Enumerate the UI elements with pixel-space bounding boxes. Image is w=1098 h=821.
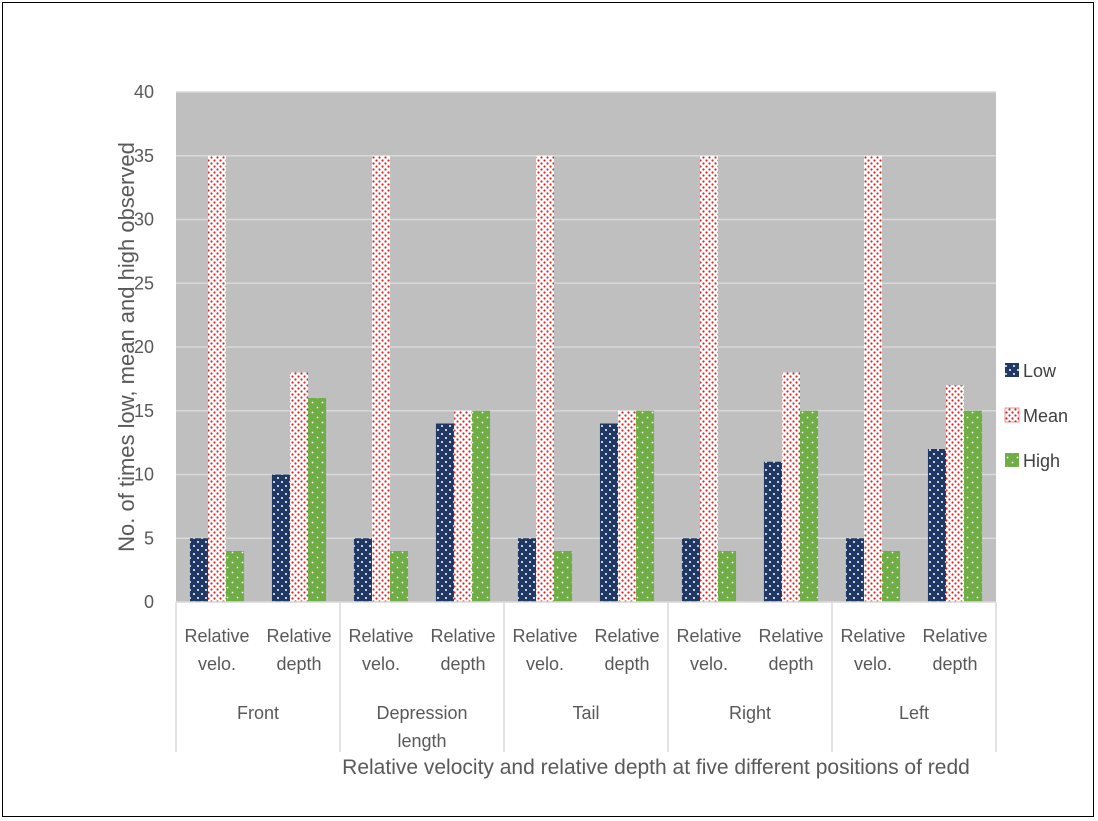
bar-high bbox=[636, 410, 655, 602]
bar-mean bbox=[207, 155, 227, 602]
bar-high bbox=[964, 410, 983, 602]
x-group-label: Tail bbox=[572, 703, 599, 723]
x-group-label: Left bbox=[899, 703, 929, 723]
x-group-label: Right bbox=[729, 703, 771, 723]
bar-low bbox=[353, 538, 372, 602]
x-sub-category-label: depth bbox=[440, 654, 485, 674]
bar-low bbox=[845, 538, 864, 602]
bar-low bbox=[763, 461, 782, 602]
y-tick-label: 15 bbox=[134, 401, 154, 421]
bar-mean bbox=[945, 385, 965, 602]
y-tick-label: 30 bbox=[134, 210, 154, 230]
bar-mean bbox=[863, 155, 883, 602]
bar-high bbox=[882, 551, 901, 602]
bar-low bbox=[271, 474, 290, 602]
x-sub-category-label: velo. bbox=[526, 654, 564, 674]
legend-swatch-low bbox=[1005, 363, 1019, 377]
bar-mean bbox=[535, 155, 555, 602]
x-sub-category-label: velo. bbox=[690, 654, 728, 674]
bar-mean bbox=[617, 410, 637, 602]
y-tick-label: 10 bbox=[134, 465, 154, 485]
bar-low bbox=[189, 538, 208, 602]
y-tick-label: 25 bbox=[134, 273, 154, 293]
legend-swatch-high bbox=[1005, 453, 1019, 467]
legend-label-mean: Mean bbox=[1023, 406, 1068, 426]
legend-label-high: High bbox=[1023, 451, 1060, 471]
x-sub-category-label: Relative bbox=[594, 626, 659, 646]
y-tick-label: 5 bbox=[144, 528, 154, 548]
x-sub-category-label: depth bbox=[932, 654, 977, 674]
y-tick-label: 40 bbox=[134, 82, 154, 102]
bar-low bbox=[681, 538, 700, 602]
bar-high bbox=[226, 551, 245, 602]
y-tick-label: 35 bbox=[134, 146, 154, 166]
bar-mean bbox=[289, 372, 309, 602]
x-group-label: Depression bbox=[376, 703, 467, 723]
x-sub-category-label: Relative bbox=[266, 626, 331, 646]
bar-high bbox=[800, 410, 819, 602]
bar-mean bbox=[699, 155, 719, 602]
x-sub-category-label: depth bbox=[276, 654, 321, 674]
bar-low bbox=[599, 423, 618, 602]
x-group-label: length bbox=[397, 731, 446, 751]
x-sub-category-label: depth bbox=[768, 654, 813, 674]
bar-high bbox=[718, 551, 737, 602]
x-axis-title: Relative velocity and relative depth at … bbox=[342, 756, 970, 779]
y-tick-label: 20 bbox=[134, 337, 154, 357]
x-sub-category-label: Relative bbox=[430, 626, 495, 646]
bar-high bbox=[390, 551, 409, 602]
bar-low bbox=[517, 538, 536, 602]
bar-low bbox=[435, 423, 454, 602]
x-sub-category-label: Relative bbox=[184, 626, 249, 646]
bar-mean bbox=[781, 372, 801, 602]
x-group-label: Front bbox=[237, 703, 279, 723]
x-sub-category-label: velo. bbox=[362, 654, 400, 674]
x-sub-category-label: Relative bbox=[758, 626, 823, 646]
legend-label-low: Low bbox=[1023, 361, 1057, 381]
x-sub-category-label: velo. bbox=[854, 654, 892, 674]
x-sub-category-label: Relative bbox=[922, 626, 987, 646]
y-axis-title: No. of times low, mean and high observed bbox=[114, 142, 139, 552]
legend-swatch-mean bbox=[1004, 407, 1020, 423]
bar-high bbox=[472, 410, 491, 602]
bar-high bbox=[554, 551, 573, 602]
x-sub-category-label: Relative bbox=[676, 626, 741, 646]
bar-mean bbox=[453, 410, 473, 602]
x-sub-category-label: depth bbox=[604, 654, 649, 674]
x-sub-category-label: Relative bbox=[348, 626, 413, 646]
y-tick-label: 0 bbox=[144, 592, 154, 612]
bar-high bbox=[308, 398, 327, 602]
bar-low bbox=[927, 449, 946, 602]
bar-mean bbox=[371, 155, 391, 602]
x-sub-category-label: Relative bbox=[840, 626, 905, 646]
x-sub-category-label: velo. bbox=[198, 654, 236, 674]
x-sub-category-label: Relative bbox=[512, 626, 577, 646]
